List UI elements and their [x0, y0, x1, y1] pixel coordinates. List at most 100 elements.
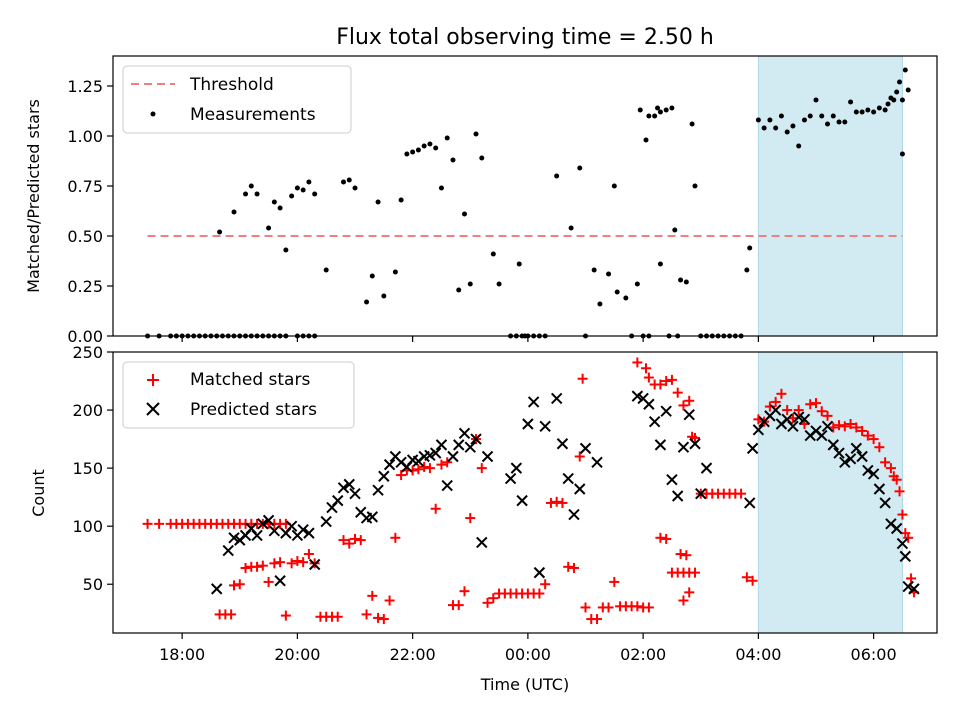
matched-star-point: [154, 518, 165, 529]
predicted-star-point: [666, 474, 678, 486]
matched-star-point: [240, 562, 251, 573]
y-tick-label: 100: [72, 517, 103, 536]
bottom-legend-box: [122, 361, 355, 429]
measurement-point: [591, 267, 597, 273]
measurement-point: [381, 293, 387, 299]
y-tick-label: 0.00: [67, 327, 103, 346]
measurement-point: [243, 191, 249, 197]
measurement-point: [427, 141, 433, 147]
matched-star-point: [280, 610, 291, 621]
matched-star-point: [142, 518, 153, 529]
predicted-star-point: [378, 470, 390, 482]
predicted-star-point: [873, 483, 886, 495]
predicted-star-point: [850, 442, 863, 455]
matched-star-point: [269, 558, 280, 569]
y-tick-label: 1.25: [67, 77, 103, 96]
matched-star-point: [689, 432, 700, 443]
predicted-star-point: [591, 456, 603, 469]
y-tick-label: 150: [72, 459, 103, 478]
measurement-point: [830, 113, 836, 119]
top-y-ticks: 0.00 0.25 0.50 0.75 1.00 1.25: [67, 77, 113, 346]
measurement-point: [902, 67, 908, 73]
matched-star-point: [678, 595, 689, 606]
measurement-point: [248, 183, 254, 189]
predicted-star-point: [447, 450, 459, 463]
matched-star-point: [655, 532, 666, 543]
predicted-star-point: [458, 427, 471, 439]
matched-star-point: [459, 586, 470, 597]
matched-star-point: [557, 497, 568, 508]
predicted-star-point: [844, 453, 857, 465]
matched-star-point: [424, 463, 435, 474]
matched-star-point: [229, 580, 240, 591]
matched-star-point: [770, 396, 781, 407]
y-tick-label: 0.25: [67, 277, 103, 296]
predicted-star-point: [320, 515, 332, 528]
matched-star-point: [906, 573, 917, 584]
predicted-star-point: [579, 442, 592, 455]
matched-star-point: [350, 533, 361, 544]
matched-star-point: [857, 425, 868, 436]
top-plot-frame: [112, 55, 938, 337]
measurement-point: [836, 119, 842, 125]
matched-star-point: [689, 567, 700, 578]
measurement-point: [438, 185, 444, 191]
matched-star-point: [603, 602, 614, 613]
measurement-point: [778, 113, 784, 119]
measurement-point: [773, 125, 779, 131]
matched-star-point: [577, 373, 588, 384]
predicted-star-point: [631, 390, 644, 402]
matched-star-point: [845, 418, 856, 429]
matched-star-point: [736, 488, 747, 499]
measurement-point: [467, 281, 473, 287]
measurement-point: [796, 143, 802, 149]
predicted-star-point: [337, 482, 350, 494]
measurement-point: [456, 287, 462, 293]
matched-star-point: [880, 457, 891, 468]
measurement-point: [663, 107, 669, 113]
matched-star-point: [373, 612, 384, 623]
predicted-star-point: [654, 439, 667, 451]
measurement-point: [364, 299, 370, 305]
predicted-star-point: [222, 544, 234, 557]
measurement-point: [655, 105, 661, 111]
matched-star-point: [568, 562, 579, 573]
measurement-point: [554, 173, 560, 179]
chart-title: Flux total observing time = 2.50 h: [336, 25, 714, 50]
measurement-point: [479, 155, 485, 161]
x-tick-label: 02:00: [620, 645, 666, 664]
measurement-point: [784, 129, 790, 135]
measurement-point: [885, 101, 891, 107]
measurement-point: [375, 199, 381, 205]
measurement-point: [369, 273, 375, 279]
predicted-star-point: [332, 494, 344, 507]
predicted-star-point: [752, 424, 765, 436]
measurement-point: [217, 229, 223, 235]
matched-star-point: [545, 497, 556, 508]
top-legend: Threshold Measurements: [122, 65, 352, 134]
matched-star-point: [655, 379, 666, 390]
y-tick-label: 250: [72, 343, 103, 362]
matched-star-point: [885, 463, 896, 474]
matched-star-point: [430, 503, 441, 514]
matched-star-point: [747, 575, 758, 586]
measurement-point: [825, 121, 831, 127]
matched-star-point: [574, 451, 585, 462]
measurement-point: [643, 137, 649, 143]
measurement-point: [897, 79, 903, 85]
predicted-star-point: [821, 420, 834, 433]
measurement-point: [894, 89, 900, 95]
matched-star-point: [903, 532, 914, 543]
matched-star-point: [390, 532, 401, 543]
predicted-star-point: [896, 537, 909, 550]
x-tick-label: 06:00: [851, 645, 897, 664]
measurement-point: [306, 179, 312, 185]
matched-star-point: [453, 600, 464, 611]
measurement-point: [340, 179, 346, 185]
matched-star-point: [666, 374, 677, 385]
predicted-star-point: [562, 472, 574, 485]
matched-star-point: [361, 609, 372, 620]
matched-star-point: [741, 572, 752, 583]
measurement-point: [813, 97, 819, 103]
matched-star-point: [551, 496, 562, 507]
